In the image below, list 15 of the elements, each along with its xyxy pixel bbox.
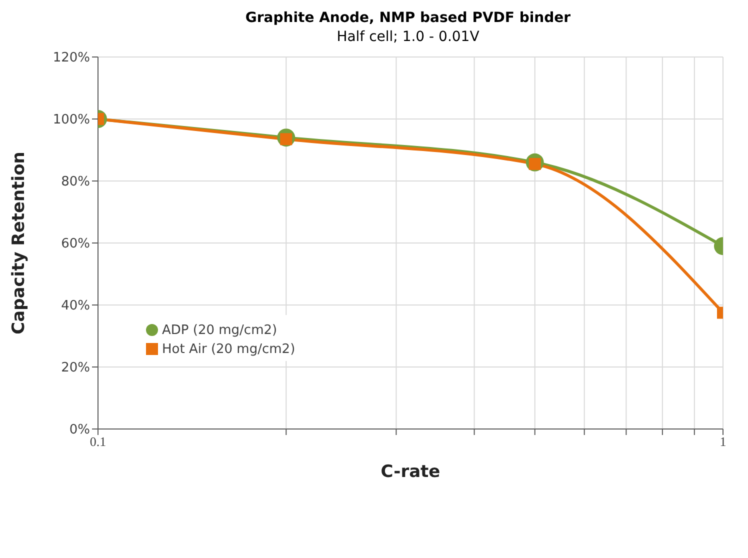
- y-tick-label: 0%: [69, 422, 90, 438]
- legend-label: Hot Air (20 mg/cm2): [162, 342, 296, 357]
- legend-label: ADP (20 mg/cm2): [162, 323, 278, 338]
- chart-subtitle: Half cell; 1.0 - 0.01V: [336, 29, 480, 45]
- y-tick-label: 80%: [61, 174, 90, 190]
- x-tick-label: 1: [720, 434, 726, 450]
- y-tick-label: 60%: [61, 236, 90, 252]
- y-tick-label: 120%: [52, 50, 90, 66]
- chart-title: Graphite Anode, NMP based PVDF binder: [244, 10, 572, 26]
- y-tick-label: 40%: [61, 298, 90, 314]
- x-tick-label: 0.1: [90, 434, 106, 450]
- y-tick-label: 20%: [61, 360, 90, 376]
- y-axis-title: Capacity Retention: [9, 152, 30, 334]
- x-axis-title: C-rate: [380, 462, 440, 482]
- y-tick-label: 100%: [52, 112, 90, 128]
